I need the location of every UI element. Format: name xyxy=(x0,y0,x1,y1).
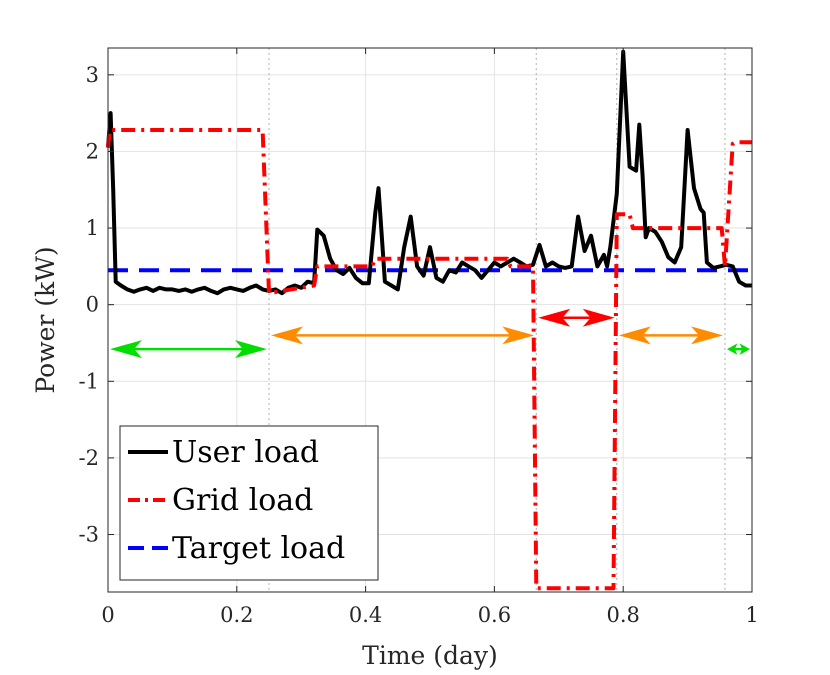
section-arrow xyxy=(110,340,267,359)
x-tick-label: 0.8 xyxy=(606,603,639,627)
section-arrow xyxy=(538,308,615,327)
legend-label: Target load xyxy=(172,531,345,566)
series-lines xyxy=(106,49,752,591)
x-tick-label: 1 xyxy=(745,603,758,627)
x-tick-label: 0.4 xyxy=(349,603,382,627)
arrow-head-right xyxy=(502,326,535,345)
section-arrow xyxy=(726,343,750,355)
y-tick-label: 0 xyxy=(86,293,99,317)
arrow-head-left xyxy=(271,326,303,345)
arrow-head-right xyxy=(235,340,267,359)
series-line-grid-load xyxy=(106,128,752,591)
arrow-head-left xyxy=(110,340,142,359)
x-tick-label: 0 xyxy=(101,603,114,627)
arrow-head-right xyxy=(690,326,723,345)
section-divider-lines xyxy=(268,48,726,592)
legend: User load Grid load Target load xyxy=(119,425,379,581)
legend-label: Grid load xyxy=(172,483,313,518)
x-axis-title: Time (day) xyxy=(362,641,498,670)
tick-labels: 0 0.2 0.4 0.6 0.8 1 -3 -2 -1 0 1 2 3 xyxy=(79,63,759,627)
arrow-head-right xyxy=(739,343,750,355)
y-tick-label: -3 xyxy=(79,523,99,547)
ticks xyxy=(107,48,753,592)
y-axis-title: Power (kW) xyxy=(31,246,60,393)
arrow-head-left xyxy=(726,343,738,355)
y-tick-label: 1 xyxy=(86,216,99,240)
y-tick-label: -1 xyxy=(79,369,99,393)
arrow-head-left xyxy=(618,326,651,345)
series-line-user-load xyxy=(106,49,752,296)
legend-label: User load xyxy=(172,435,319,470)
section-arrow xyxy=(271,326,535,345)
x-tick-label: 0.6 xyxy=(478,603,511,627)
arrow-head-right xyxy=(582,308,615,327)
section-arrow xyxy=(618,326,723,345)
arrow-head-left xyxy=(538,308,571,327)
y-tick-label: 2 xyxy=(86,139,99,163)
section-arrows xyxy=(110,308,750,359)
x-tick-label: 0.2 xyxy=(220,603,253,627)
y-tick-label: 3 xyxy=(86,63,99,87)
axes-box xyxy=(107,47,753,593)
y-tick-label: -2 xyxy=(79,446,99,470)
